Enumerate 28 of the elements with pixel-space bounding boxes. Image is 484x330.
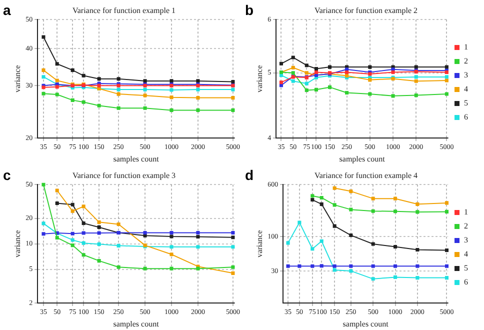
text: c xyxy=(3,167,11,183)
y-axis-title: variance xyxy=(12,64,22,92)
legend-label: 5 xyxy=(464,264,468,273)
chart-title: Variance for function example 4 xyxy=(314,170,418,180)
text: b xyxy=(245,2,254,18)
text: d xyxy=(245,167,254,183)
legend-label: 2 xyxy=(464,56,468,66)
chart-title: Variance for function example 1 xyxy=(72,6,176,15)
x-axis-title: samples count xyxy=(113,319,160,328)
x-axis-title: samples count xyxy=(342,319,390,328)
legend-label: 3 xyxy=(464,70,468,80)
text: a xyxy=(3,2,11,18)
legend-label: 4 xyxy=(464,250,468,259)
legend-label: 5 xyxy=(464,98,468,108)
chart-title: Variance for function example 2 xyxy=(314,6,418,15)
legend-label: 4 xyxy=(464,84,468,94)
legend-label: 1 xyxy=(464,42,468,52)
legend-label: 2 xyxy=(464,222,468,231)
legend-label: 6 xyxy=(464,278,468,287)
x-axis-title: samples count xyxy=(113,154,160,164)
legend-label: 3 xyxy=(464,236,468,245)
y-axis-title: variance xyxy=(254,64,264,92)
y-axis-title: variance xyxy=(12,230,22,258)
y-axis-title: variance xyxy=(254,230,264,258)
chart-title: Variance for function example 3 xyxy=(72,170,176,180)
legend-label: 6 xyxy=(464,112,468,122)
legend-label: 1 xyxy=(464,208,468,217)
x-axis-title: samples count xyxy=(339,154,386,164)
